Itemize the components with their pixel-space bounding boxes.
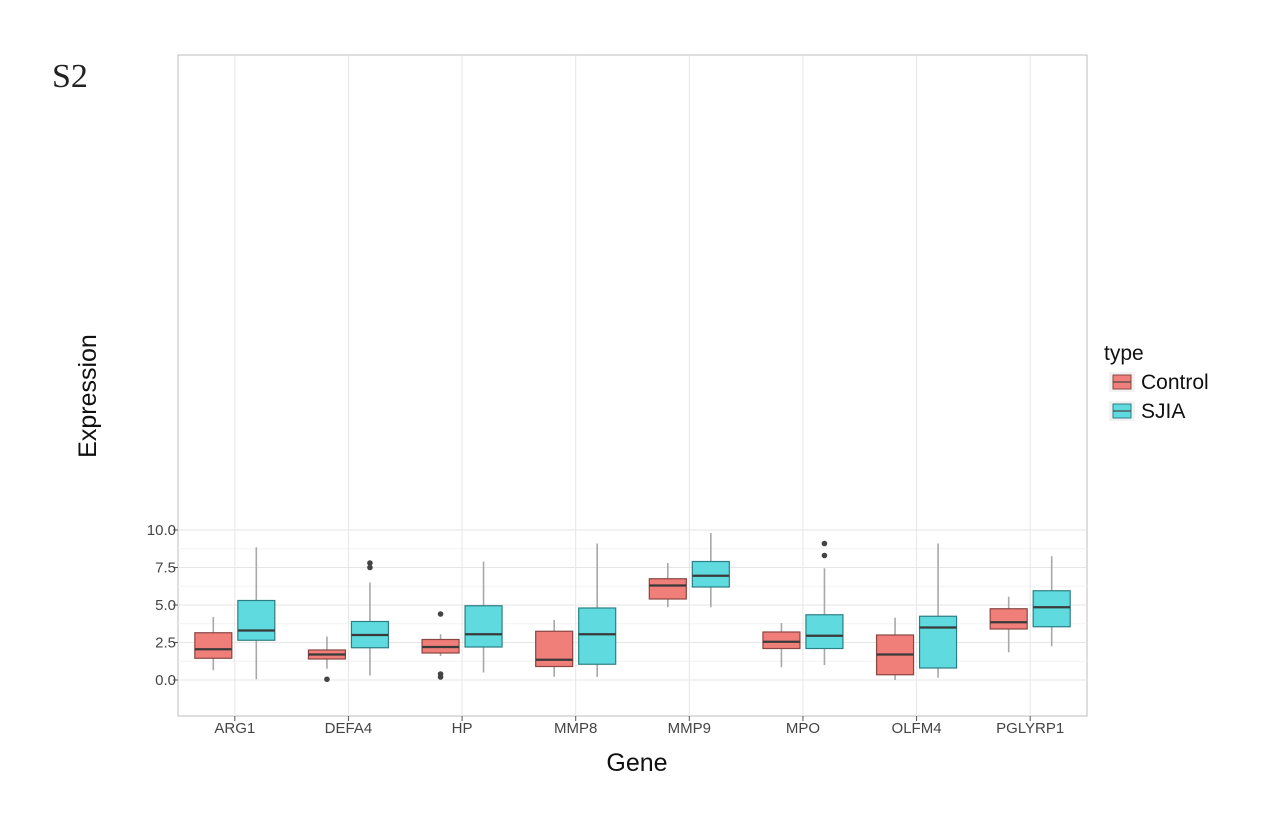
box-control-mmp8 <box>535 620 574 677</box>
box-sjia-pglyrp1 <box>1032 556 1071 647</box>
box-iqr <box>762 631 801 650</box>
panel-label: S2 <box>52 58 88 95</box>
box-iqr <box>805 614 844 650</box>
box-iqr <box>918 615 958 669</box>
plot-panel <box>177 54 1088 717</box>
x-axis-ticks: ARG1 DEFA4 HP MMP8 MMP9 MPO OLFM4 PGLYRP1 <box>214 716 1064 737</box>
box-sjia-hp <box>464 561 503 673</box>
box-sjia-mpo <box>805 540 844 665</box>
x-tick-label: MMP8 <box>554 720 597 737</box>
y-axis-label: Expression <box>74 334 102 458</box>
box-control-mmp9 <box>648 563 687 608</box>
box-control-hp <box>421 611 460 680</box>
y-axis-ticks: 0.0 2.5 5.0 7.5 10.0 <box>147 522 178 689</box>
legend-label: Control <box>1141 371 1209 394</box>
legend-title: type <box>1104 342 1144 365</box>
legend: type Control SJIA <box>1104 342 1209 423</box>
y-tick-label: 10.0 <box>147 522 176 539</box>
x-tick-label: MPO <box>786 720 820 737</box>
box-iqr <box>1032 590 1071 628</box>
x-axis-label: Gene <box>606 749 667 777</box>
outlier-point <box>821 540 828 547</box>
box-sjia-mmp9 <box>691 533 730 608</box>
x-tick-label: PGLYRP1 <box>996 720 1064 737</box>
y-tick-label: 2.5 <box>155 635 176 652</box>
x-tick-label: HP <box>452 720 473 737</box>
box-sjia-defa4 <box>350 560 390 676</box>
y-tick-label: 5.0 <box>155 597 176 614</box>
outlier-point <box>821 552 828 559</box>
legend-label: SJIA <box>1141 400 1185 423</box>
y-tick-label: 0.0 <box>155 672 176 689</box>
x-tick-label: DEFA4 <box>325 720 373 737</box>
box-iqr <box>535 630 574 668</box>
x-tick-label: OLFM4 <box>892 720 942 737</box>
box-iqr <box>648 578 687 600</box>
box-iqr <box>237 599 276 641</box>
box-iqr <box>194 632 233 659</box>
box-iqr <box>578 607 617 665</box>
x-tick-label: MMP9 <box>668 720 711 737</box>
y-tick-label: 7.5 <box>155 560 176 577</box>
outlier-point <box>437 611 444 617</box>
outlier-point <box>437 674 444 680</box>
x-tick-label: ARG1 <box>214 720 255 737</box>
outlier-point <box>367 564 373 571</box>
box-sjia-arg1 <box>237 547 276 680</box>
box-sjia-mmp8 <box>578 543 617 677</box>
box-iqr <box>691 560 730 588</box>
boxes <box>194 533 1071 683</box>
outlier-point <box>324 676 330 683</box>
box-iqr <box>464 605 503 648</box>
grid <box>178 55 1087 716</box>
box-control-mpo <box>762 623 801 668</box>
box-control-pglyrp1 <box>989 596 1028 653</box>
box-control-olfm4 <box>875 617 915 680</box>
box-control-arg1 <box>194 617 233 671</box>
box-sjia-olfm4 <box>918 543 958 678</box>
box-control-defa4 <box>307 636 347 683</box>
box-iqr <box>989 608 1028 630</box>
outlier-point <box>367 560 373 566</box>
